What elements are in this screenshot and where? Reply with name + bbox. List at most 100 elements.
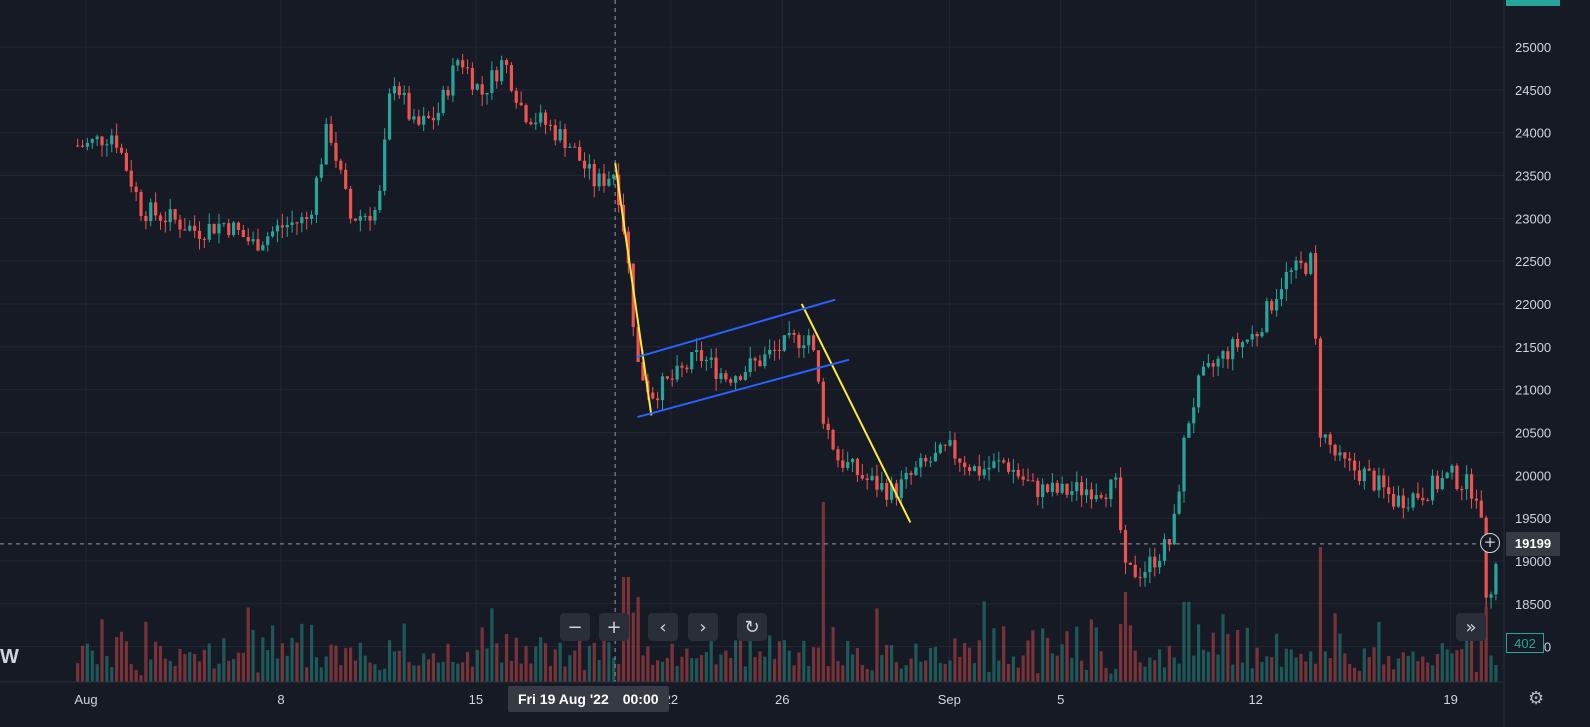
volume-bar	[1465, 617, 1469, 682]
candle-body	[924, 457, 928, 462]
candle-body	[451, 65, 455, 96]
candle-body	[1469, 474, 1474, 499]
plus-circle-icon[interactable]: +	[1480, 533, 1500, 553]
zoom-in-button[interactable]: +	[599, 613, 629, 641]
candle-body	[1260, 332, 1264, 337]
volume-bar	[1313, 663, 1318, 682]
candle-body	[977, 466, 981, 476]
candle-body	[373, 210, 377, 221]
volume-bar	[1231, 664, 1235, 682]
candle-body	[319, 164, 323, 178]
candle-body	[553, 125, 557, 141]
volume-bar	[119, 631, 124, 682]
volume-bar	[1080, 660, 1084, 682]
volume-bar	[578, 633, 582, 682]
candle-body	[811, 335, 816, 351]
candle-body	[1201, 366, 1206, 376]
candle-body	[402, 92, 406, 96]
candle-body	[933, 452, 938, 462]
candle-body	[149, 202, 153, 222]
candle-body	[1123, 530, 1128, 563]
volume-bar	[987, 671, 991, 682]
candle-body	[290, 222, 294, 226]
volume-bar	[76, 663, 80, 682]
volume-bar	[953, 638, 957, 682]
volume-bar	[704, 651, 708, 682]
reset-chart-button[interactable]: ↻	[737, 613, 767, 641]
candle-body	[1036, 480, 1040, 497]
candle-body	[261, 245, 265, 251]
candle-body	[1016, 469, 1020, 477]
time-axis[interactable]: Aug 8 15 22 26 Sep 5 12 19	[0, 0, 1505, 727]
candle-body	[339, 160, 343, 170]
volume-bar	[860, 664, 864, 682]
candle-body	[115, 135, 119, 148]
candle-body	[207, 223, 211, 240]
volume-bar	[846, 640, 850, 682]
volume-bar	[1123, 592, 1128, 682]
candle-body	[519, 102, 523, 106]
volume-bar	[1060, 644, 1064, 682]
volume-bar	[685, 648, 689, 682]
volume-bar	[1372, 647, 1376, 682]
candle-body	[1216, 358, 1220, 367]
candle-body	[660, 376, 665, 401]
volume-bar	[558, 642, 562, 682]
drawing-tools[interactable]	[614, 162, 912, 523]
volume-bar	[139, 675, 143, 682]
price-tick-label: 24500	[1515, 83, 1551, 98]
candle-body	[134, 186, 138, 193]
price-tick-label: 20500	[1515, 425, 1551, 440]
price-tick-label: 19000	[1515, 554, 1551, 569]
trendline	[800, 303, 912, 523]
candle-body	[763, 354, 767, 367]
candle-body	[1075, 482, 1079, 492]
volume-bar	[207, 643, 211, 682]
candle-body	[188, 225, 192, 231]
candle-body	[734, 376, 738, 383]
candle-body	[236, 222, 241, 231]
volume-bar	[631, 612, 635, 682]
candle-body	[1006, 462, 1011, 472]
zoom-out-button[interactable]: −	[560, 613, 590, 641]
volume-bar	[129, 664, 133, 682]
candle-body	[144, 215, 148, 222]
volume-bar	[1430, 665, 1435, 682]
candle-body	[348, 188, 353, 219]
scroll-left-button[interactable]: ‹	[648, 613, 678, 641]
volume-bar	[1114, 668, 1118, 682]
price-axis[interactable]: 25000 24500 24000 23500 23000 22500 22000 21500…	[1515, 40, 1551, 655]
volume-bars	[76, 502, 1498, 682]
candle-body	[651, 392, 655, 399]
volume-bar	[144, 621, 148, 682]
volume-bar	[1426, 662, 1430, 682]
candle-body	[232, 222, 236, 235]
candle-body	[1460, 489, 1464, 491]
candle-body	[699, 350, 704, 361]
candle-body	[1338, 452, 1342, 456]
volume-bar	[1328, 658, 1332, 682]
volume-bar	[85, 643, 89, 682]
candle-body	[958, 458, 962, 463]
volume-bar	[1206, 651, 1210, 682]
candle-body	[758, 360, 762, 367]
price-tick-label: 21000	[1515, 383, 1551, 398]
candle-body	[656, 398, 660, 401]
price-tick-label: 21500	[1515, 340, 1551, 355]
candle-body	[129, 170, 133, 187]
volume-bar	[1192, 655, 1196, 682]
volume-bar	[241, 652, 245, 682]
candle-body	[953, 440, 957, 459]
volume-bar	[368, 662, 372, 682]
candle-body	[309, 214, 314, 219]
scroll-right-button[interactable]: ›	[688, 613, 718, 641]
gear-icon[interactable]: ⚙	[1528, 688, 1545, 709]
candle-body	[1089, 489, 1093, 500]
volume-bar	[568, 655, 572, 682]
volume-bar	[1016, 667, 1020, 682]
candle-body	[714, 357, 718, 379]
candle-body	[524, 105, 528, 123]
scroll-to-latest-button[interactable]: »	[1456, 613, 1486, 641]
volume-bar	[339, 665, 343, 682]
